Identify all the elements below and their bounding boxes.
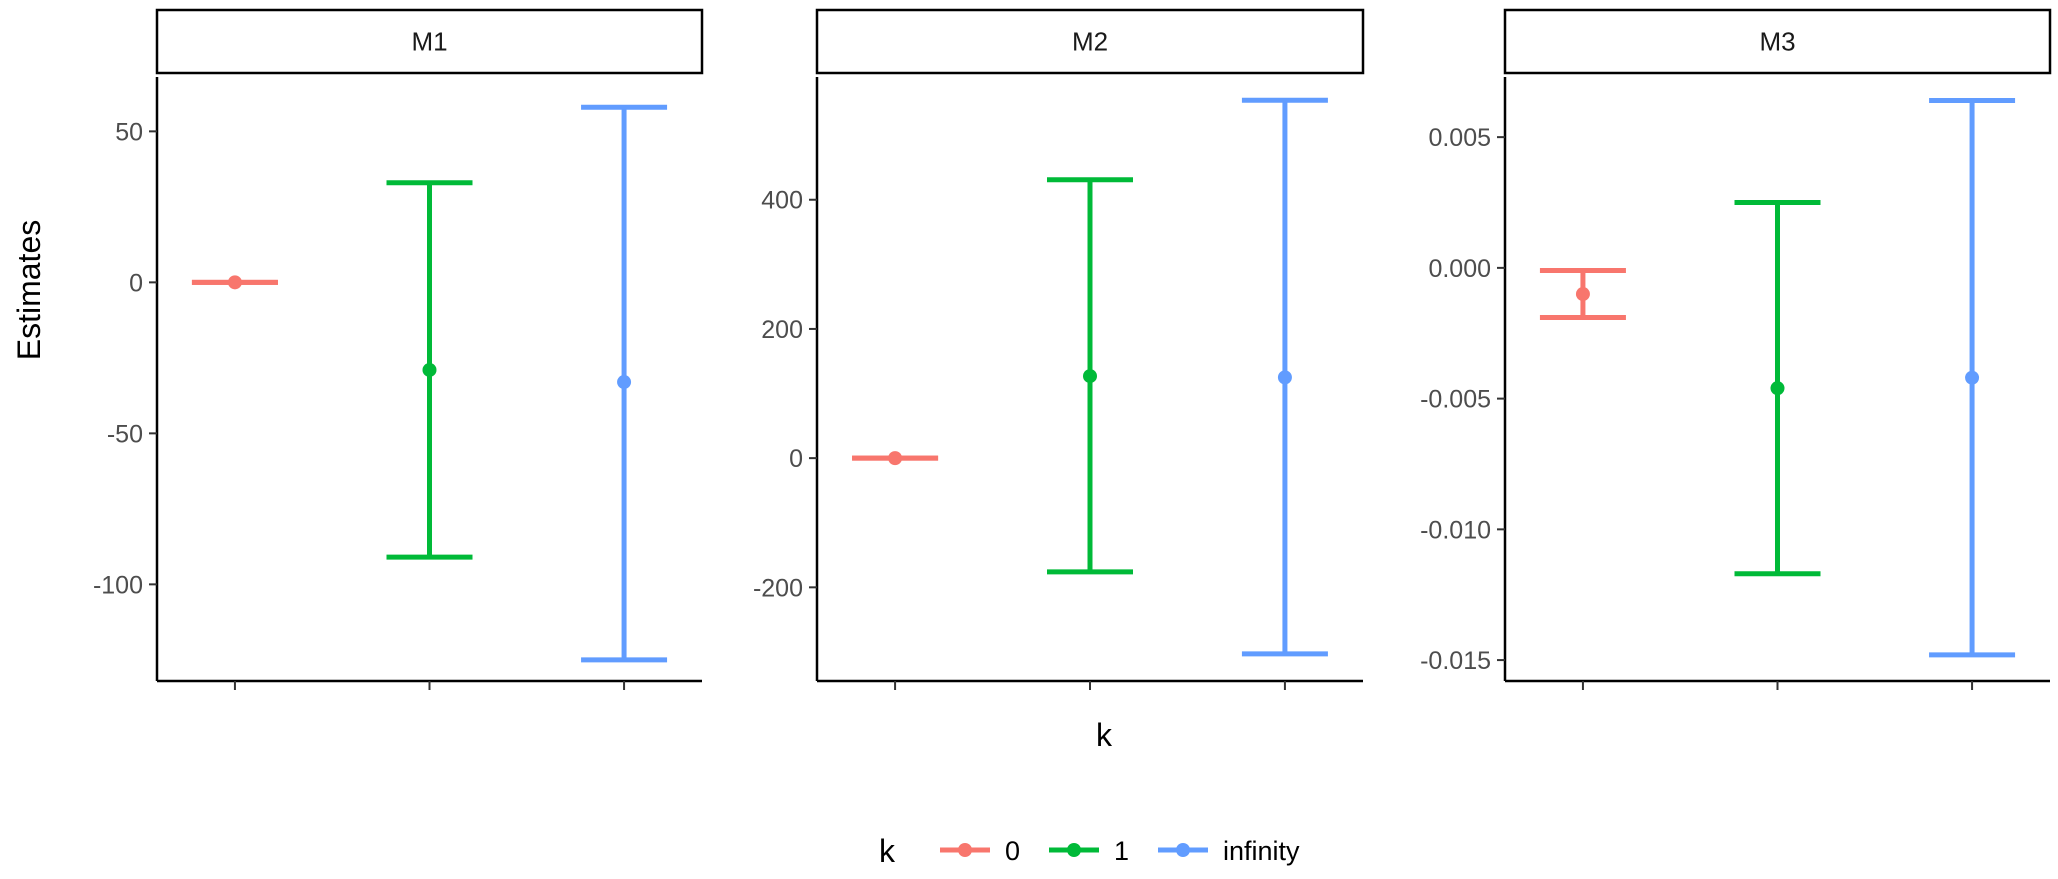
legend-label: 1 bbox=[1114, 836, 1129, 866]
facet-strip bbox=[815, 8, 1365, 75]
y-tick-label: -0.015 bbox=[1420, 647, 1491, 675]
y-tick-label: -50 bbox=[107, 420, 143, 448]
y-tick-label: 0 bbox=[789, 445, 803, 473]
y-tick-label: -0.010 bbox=[1420, 516, 1491, 544]
estimate-point-infinity bbox=[1277, 370, 1292, 385]
legend-key-point bbox=[958, 843, 972, 857]
panel-m2: M2 400 200 0 -200 bbox=[753, 8, 1365, 690]
legend-entry-1: 1 bbox=[1049, 836, 1129, 866]
estimate-point-1 bbox=[422, 362, 437, 377]
panel-m3: M3 0.005 0.000 -0.005 -0.010 -0.015 bbox=[1420, 8, 2052, 690]
y-tick-label: -0.005 bbox=[1420, 386, 1491, 414]
legend: k 0 1 infinity bbox=[879, 833, 1300, 869]
y-tick-label: -100 bbox=[93, 571, 143, 599]
facet-strip-label: M1 bbox=[411, 27, 447, 57]
panel-m1: M1 50 0 -50 -100 bbox=[93, 8, 704, 690]
facet-strip-label: M3 bbox=[1759, 27, 1795, 57]
legend-label: 0 bbox=[1005, 836, 1020, 866]
legend-entry-infinity: infinity bbox=[1158, 836, 1300, 866]
y-tick-label: 0.005 bbox=[1428, 124, 1491, 152]
estimate-point-0 bbox=[227, 275, 242, 290]
y-tick-label: 200 bbox=[761, 316, 803, 344]
panels: M1 50 0 -50 -100 M2 400 200 0 -200 M3 0.005 0.000 -0.… bbox=[93, 8, 2052, 690]
y-tick-label: 0.000 bbox=[1428, 255, 1491, 283]
estimate-point-0 bbox=[888, 451, 903, 466]
legend-key-point bbox=[1176, 843, 1190, 857]
estimate-point-1 bbox=[1770, 381, 1785, 396]
legend-entry-0: 0 bbox=[940, 836, 1020, 866]
estimate-point-infinity bbox=[1965, 370, 1980, 385]
facet-strip bbox=[1503, 8, 2052, 75]
estimate-point-0 bbox=[1575, 287, 1590, 302]
estimate-point-infinity bbox=[617, 375, 632, 390]
facet-strip-label: M2 bbox=[1072, 27, 1108, 57]
x-axis-title: k bbox=[1096, 717, 1113, 753]
y-tick-label: -200 bbox=[753, 574, 803, 602]
y-tick-label: 50 bbox=[115, 118, 143, 146]
estimate-point-1 bbox=[1083, 369, 1097, 384]
y-axis-title: Estimates bbox=[11, 220, 47, 360]
facet-strip bbox=[155, 8, 704, 75]
legend-title: k bbox=[879, 833, 896, 869]
y-tick-label: 400 bbox=[761, 187, 803, 215]
legend-label: infinity bbox=[1223, 836, 1300, 866]
y-tick-label: 0 bbox=[129, 269, 143, 297]
legend-key-point bbox=[1067, 843, 1081, 857]
